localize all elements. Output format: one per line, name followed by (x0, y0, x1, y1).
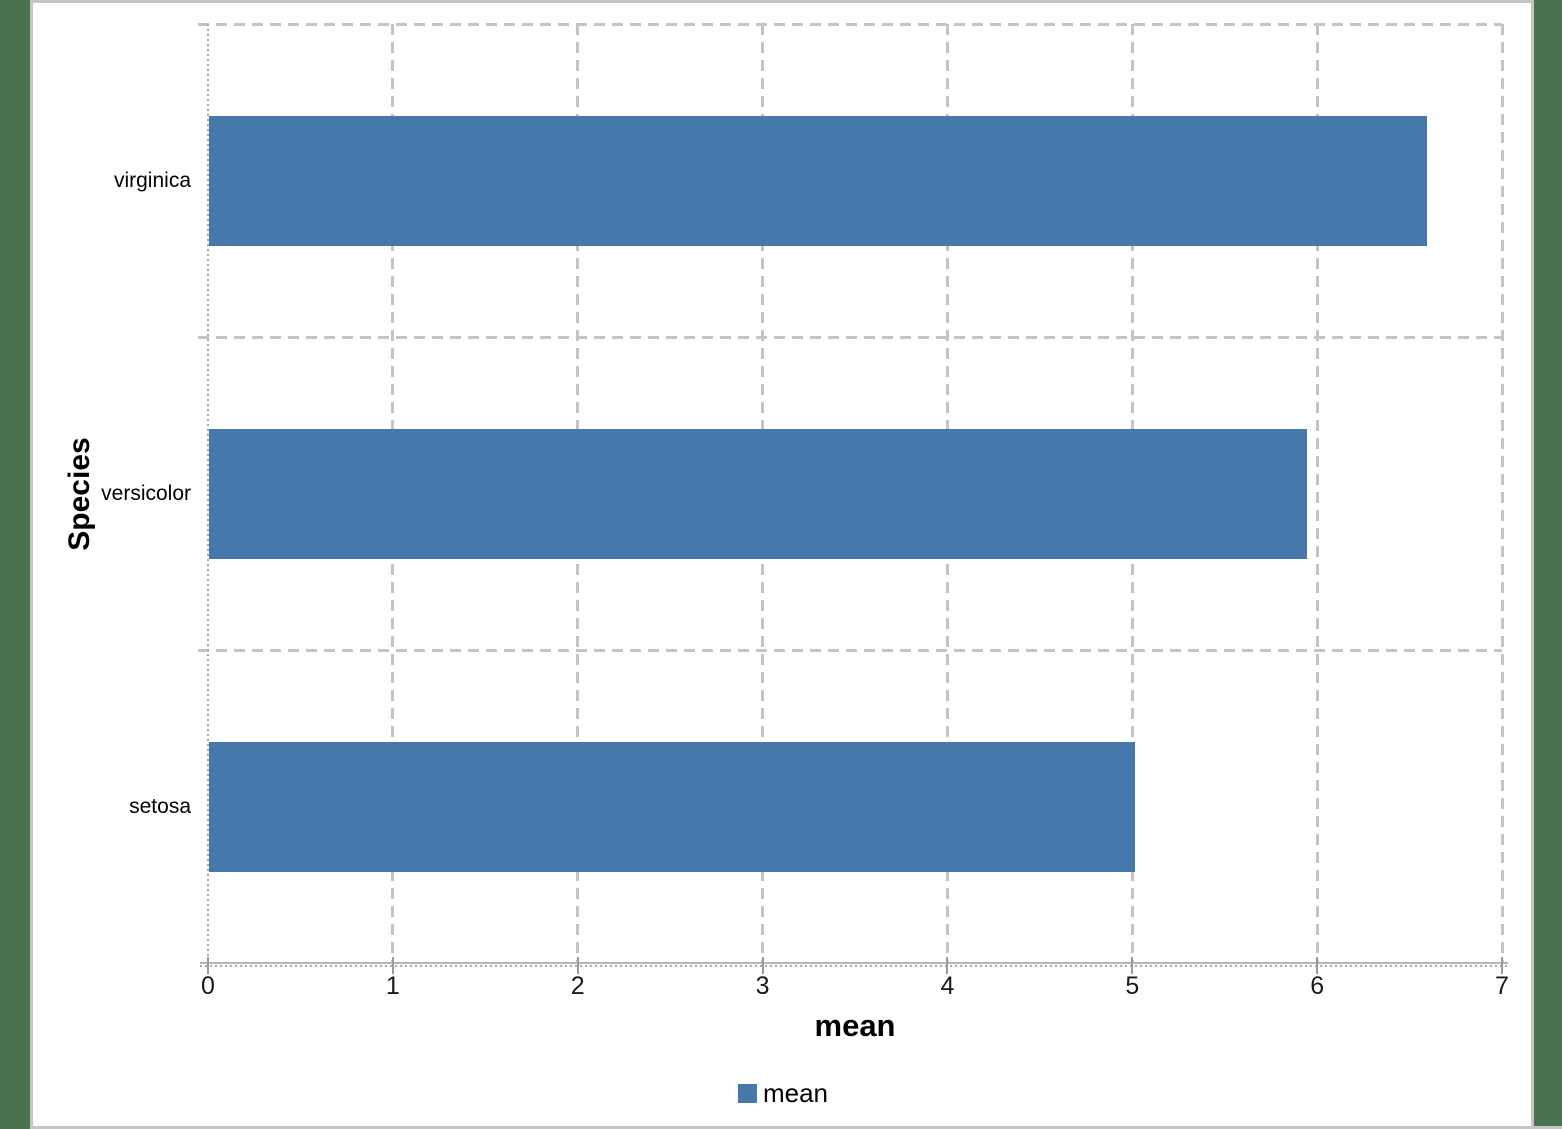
background-strip-left (0, 0, 30, 1129)
gridline-horizontal (198, 648, 1502, 652)
x-tick-label-6: 6 (1310, 972, 1325, 1000)
x-tick-label-4: 4 (940, 972, 955, 1000)
chart-frame-top (30, 0, 1534, 3)
x-axis-tick (391, 957, 394, 974)
legend-swatch (737, 1083, 757, 1103)
bar-virginica (209, 115, 1427, 246)
background-strip-right (1534, 0, 1562, 1126)
category-label-virginica: virginica (113, 168, 191, 192)
chart-frame-bottom (30, 1126, 1562, 1129)
x-axis-tick (1316, 957, 1319, 974)
chart-frame-right (1531, 0, 1534, 1129)
x-axis-tick (946, 957, 949, 974)
gridline-horizontal (198, 335, 1502, 339)
x-tick-label-2: 2 (570, 972, 585, 1000)
x-axis-tick (761, 957, 764, 974)
bar-setosa (209, 741, 1135, 872)
x-tick-label-1: 1 (385, 972, 400, 1000)
y-axis-title: Species (63, 437, 96, 551)
category-label-versicolor: versicolor (101, 481, 191, 505)
x-axis-line (200, 962, 1508, 964)
gridline-vertical (1500, 24, 1504, 963)
gridline-horizontal (198, 22, 1502, 26)
x-axis-tick (1501, 957, 1503, 974)
category-label-setosa: setosa (129, 794, 191, 818)
x-axis-tick (1131, 957, 1134, 974)
bar-versicolor (209, 428, 1307, 559)
x-tick-label-5: 5 (1125, 972, 1140, 1000)
gridline-vertical (1315, 24, 1319, 963)
y-axis-line (207, 24, 209, 973)
x-tick-label-7: 7 (1495, 972, 1509, 1000)
legend: mean (737, 1078, 829, 1108)
x-tick-label-3: 3 (755, 972, 770, 1000)
x-axis-tick (207, 957, 209, 974)
legend-label: mean (762, 1078, 829, 1108)
chart-frame-left (30, 0, 33, 1129)
x-axis-tick (576, 957, 579, 974)
x-tick-label-0: 0 (201, 972, 215, 1000)
x-axis-title: mean (814, 1008, 896, 1043)
x-axis-dotted-line (200, 965, 1508, 967)
